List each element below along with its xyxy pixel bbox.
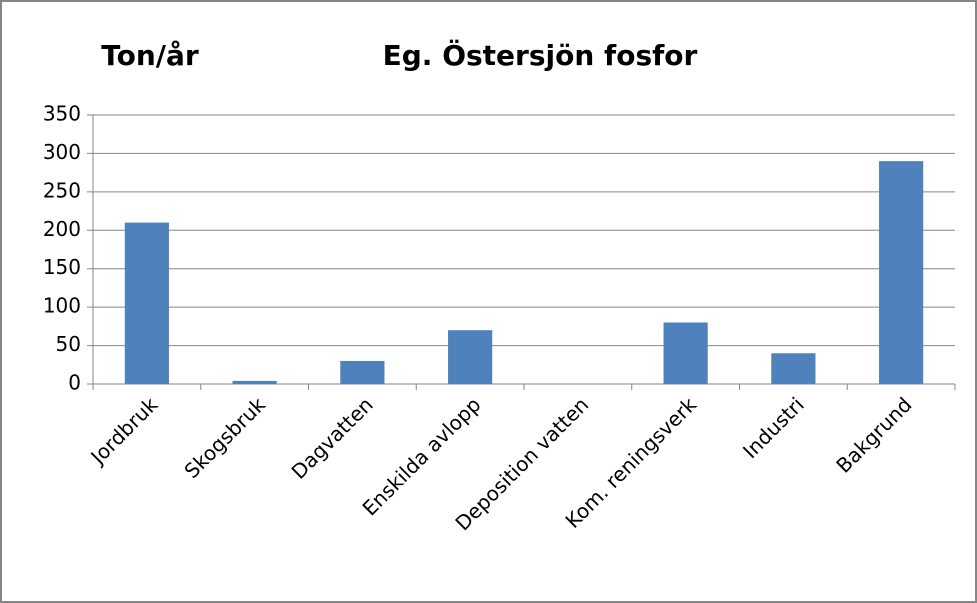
bar (340, 360, 385, 384)
y-tick-label: 300 (43, 140, 81, 164)
bar (771, 353, 816, 384)
y-tick-label: 150 (43, 255, 81, 279)
chart-title: Eg. Östersjön fosfor (383, 38, 698, 72)
bar (879, 161, 924, 384)
y-tick-label: 350 (43, 102, 81, 126)
bar (232, 380, 277, 384)
y-tick-label: 0 (68, 371, 81, 395)
y-tick-label: 100 (43, 294, 81, 318)
bar (124, 222, 169, 384)
y-tick-label: 200 (43, 217, 81, 241)
y-axis-label: Ton/år (101, 39, 199, 72)
bar (448, 330, 493, 384)
y-tick-label: 250 (43, 178, 81, 202)
bar (663, 322, 708, 384)
y-tick-label: 50 (56, 332, 81, 356)
